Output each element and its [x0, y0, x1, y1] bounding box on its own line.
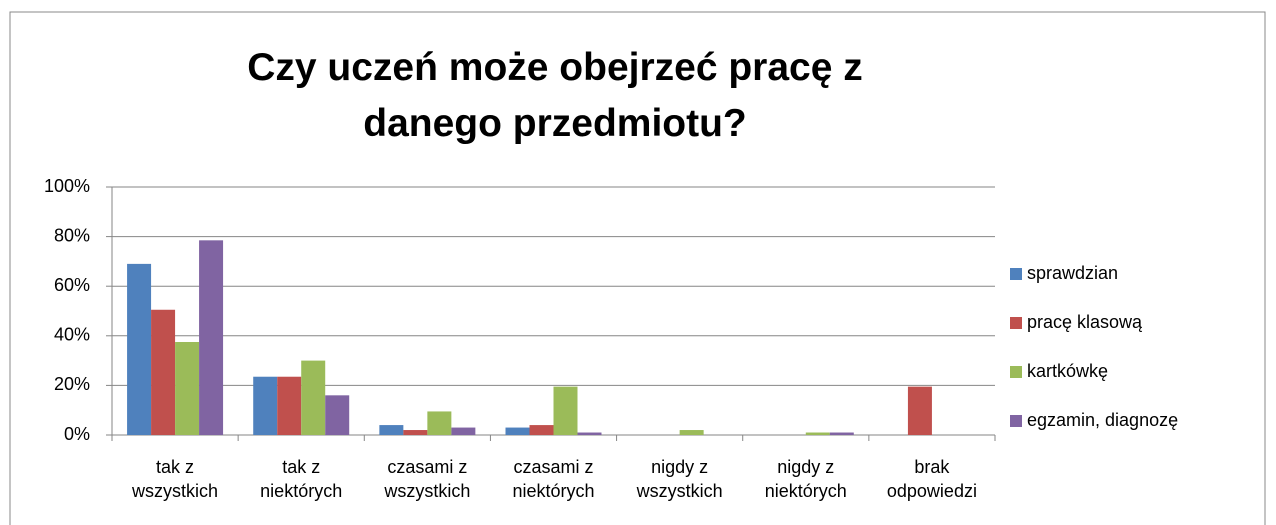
legend-label: kartkówkę [1027, 361, 1108, 381]
bar [427, 411, 452, 435]
bar [679, 430, 704, 435]
x-tick-label: tak z wszystkich [132, 457, 219, 501]
y-tick-label: 100% [44, 176, 90, 196]
x-tick-label: nigdy z wszystkich [636, 457, 723, 501]
legend-label: egzamin, diagnozę [1027, 410, 1178, 430]
legend-swatch [1010, 415, 1022, 427]
x-tick-label: nigdy z niektórych [764, 457, 847, 501]
legend-swatch [1010, 268, 1022, 280]
bar [505, 427, 530, 435]
x-tick-label: tak z niektórych [260, 457, 343, 501]
bar [301, 360, 326, 435]
chart-title: Czy uczeń może obejrzeć pracę z danego p… [247, 46, 863, 145]
bar [277, 376, 302, 435]
bar [199, 240, 224, 435]
y-tick-label: 20% [54, 374, 90, 394]
bar [403, 430, 428, 435]
legend-label: sprawdzian [1027, 263, 1118, 283]
legend-swatch [1010, 366, 1022, 378]
chart-border [9, 11, 1266, 525]
bar [151, 309, 176, 435]
bar [451, 427, 476, 435]
bar [553, 386, 578, 435]
bar [907, 386, 932, 435]
bar [829, 432, 854, 435]
legend-label: pracę klasową [1027, 312, 1143, 332]
bar [379, 425, 404, 435]
bar [253, 376, 278, 435]
y-tick-label: 0% [64, 424, 90, 444]
bar [577, 432, 602, 435]
x-tick-label: brak odpowiedzi [886, 457, 977, 501]
x-tick-label: czasami z wszystkich [384, 457, 471, 501]
bar [127, 263, 152, 435]
bar [175, 342, 200, 435]
y-tick-label: 80% [54, 225, 90, 245]
bar [325, 395, 350, 435]
y-tick-label: 60% [54, 275, 90, 295]
bar [529, 425, 554, 435]
bar [805, 432, 830, 435]
legend-swatch [1010, 317, 1022, 329]
y-tick-label: 40% [54, 325, 90, 345]
x-tick-label: czasami z niektórych [512, 457, 595, 501]
